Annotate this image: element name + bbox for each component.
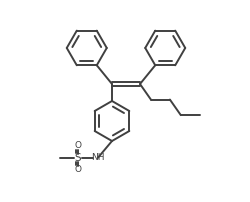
Text: O: O xyxy=(74,165,81,174)
Text: O: O xyxy=(74,141,81,150)
Text: S: S xyxy=(74,153,81,163)
Text: NH: NH xyxy=(91,153,104,162)
